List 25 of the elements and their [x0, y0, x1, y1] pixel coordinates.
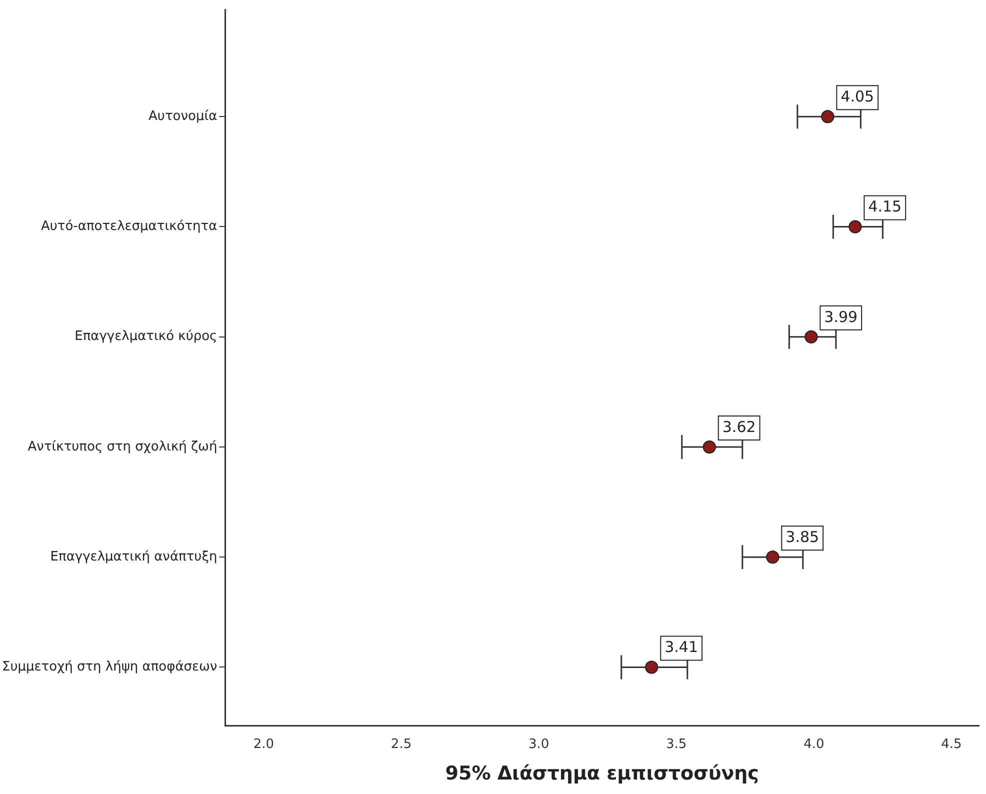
data-label: 3.62: [722, 418, 756, 436]
y-tick-label: Επαγγελματικό κύρος: [74, 329, 218, 344]
point: [848, 220, 862, 234]
y-tick-label: Αντίκτυπος στη σχολική ζωή: [28, 439, 218, 454]
y-tick-label: Συμμετοχή στη λήψη αποφάσεων: [2, 660, 218, 675]
point: [645, 660, 658, 674]
x-tick-label: 2.0: [253, 736, 274, 752]
point: [821, 110, 834, 124]
data-label: 3.85: [786, 528, 820, 546]
data-label: 4.15: [868, 198, 902, 216]
x-tick-label: 3.5: [666, 736, 687, 752]
data-label: 4.05: [840, 88, 874, 106]
point: [804, 330, 818, 344]
x-tick-label: 4.0: [804, 736, 824, 752]
x-axis-title: 95% Διάστημα εμπιστοσύνης: [445, 762, 759, 785]
point: [766, 550, 780, 564]
data-label: 3.41: [664, 638, 698, 656]
point: [702, 440, 716, 454]
y-tick-label: Αυτονομία: [148, 108, 218, 124]
x-tick-label: 4.5: [941, 736, 962, 752]
y-tick-label: Αυτό-αποτελεσματικότητα: [40, 219, 218, 234]
x-tick-label: 2.5: [390, 736, 412, 752]
x-tick-label: 3.0: [528, 736, 550, 752]
y-tick-label: Επαγγελματική ανάπτυξη: [50, 549, 218, 564]
data-label: 3.99: [824, 308, 858, 326]
